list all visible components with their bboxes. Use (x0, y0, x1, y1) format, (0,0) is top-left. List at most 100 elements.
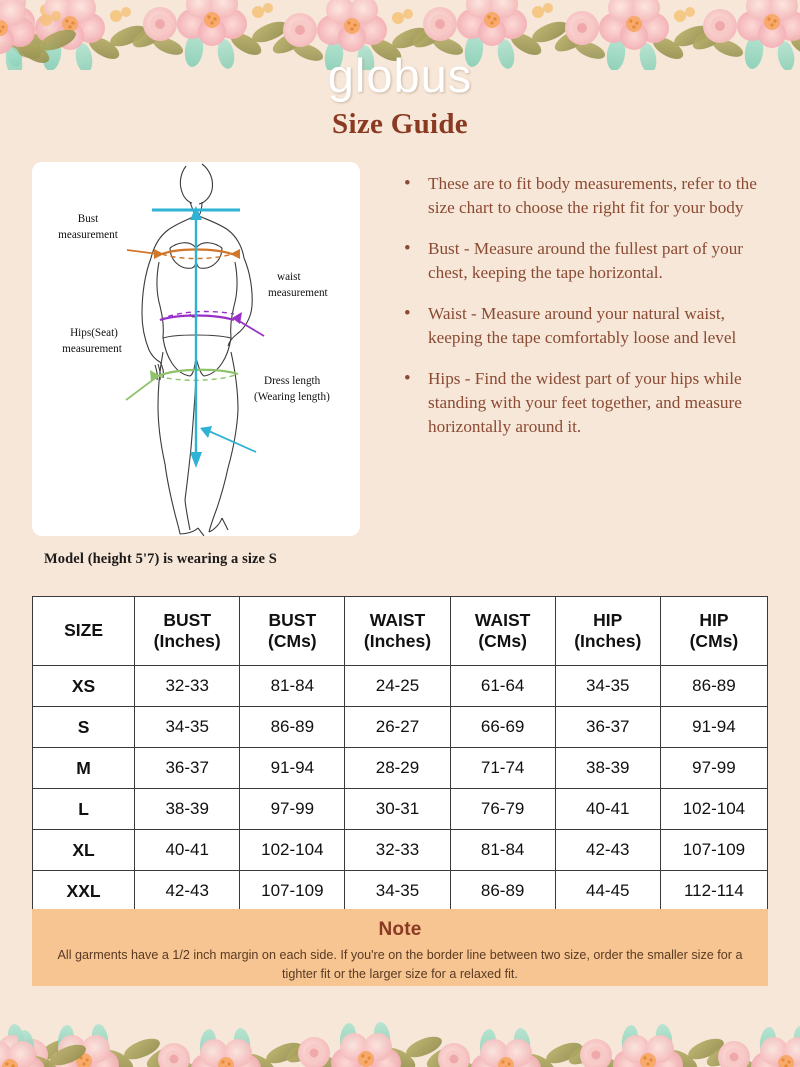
cell-bust-cms: 86-89 (239, 706, 346, 748)
cell-waist-inches: 24-25 (344, 665, 451, 707)
model-height-note: Model (height 5'7) is wearing a size S (44, 551, 277, 567)
column-header-hip-cms: HIP (CMs) (659, 596, 769, 666)
size-chart-table: SIZE BUST (Inches) BUST (CMs) WAIST (Inc… (31, 596, 769, 912)
cell-hip-inches: 36-37 (554, 706, 661, 748)
column-header-bust-cms: BUST (CMs) (239, 596, 346, 666)
cell-size: L (31, 788, 136, 830)
waist-measure-line (159, 310, 265, 337)
cell-hip-inches: 40-41 (554, 788, 661, 830)
cell-hip-inches: 44-45 (554, 870, 661, 912)
dress-label-line1: Dress length (264, 375, 321, 387)
cell-hip-inches: 38-39 (554, 747, 661, 789)
cell-bust-cms: 81-84 (239, 665, 346, 707)
dress-label-line2: (Wearing length) (254, 391, 330, 403)
cell-size: XL (31, 829, 136, 871)
header-line2: (CMs) (478, 631, 527, 651)
instruction-item-1: These are to fit body measurements, refe… (398, 171, 770, 221)
cell-bust-cms: 102-104 (239, 829, 346, 871)
cell-bust-inches: 40-41 (134, 829, 241, 871)
header-line1: HIP (699, 609, 729, 630)
cell-waist-cms: 86-89 (449, 870, 556, 912)
cell-waist-cms: 61-64 (449, 665, 556, 707)
hips-label-line1: Hips(Seat) (70, 327, 118, 339)
column-header-size: SIZE (31, 596, 136, 666)
cell-hip-inches: 42-43 (554, 829, 661, 871)
table-body: XS 32-33 81-84 24-25 61-64 34-35 86-89 S… (31, 665, 769, 912)
cell-hip-cms: 97-99 (659, 747, 769, 789)
body-measurement-illustration-card: Bust measurement waist measurement Hips(… (32, 162, 360, 536)
column-header-bust-inches: BUST (Inches) (134, 596, 241, 666)
column-header-waist-inches: WAIST (Inches) (344, 596, 451, 666)
page-title: Size Guide (332, 108, 468, 140)
header-line2: (CMs) (689, 631, 739, 651)
cell-hip-cms: 107-109 (659, 829, 769, 871)
cell-bust-inches: 34-35 (134, 706, 241, 748)
instruction-item-2: Bust - Measure around the fullest part o… (398, 236, 770, 286)
cell-waist-inches: 30-31 (344, 788, 451, 830)
brand-logo: globus (327, 49, 473, 102)
cell-hip-cms: 112-114 (659, 870, 769, 912)
table-row: XL 40-41 102-104 32-33 81-84 42-43 107-1… (31, 829, 769, 871)
bust-label-line2: measurement (58, 229, 119, 241)
note-band: Note All garments have a 1/2 inch margin… (32, 909, 768, 986)
cell-waist-cms: 66-69 (449, 706, 556, 748)
waist-label-line1: waist (277, 271, 302, 283)
waist-label-line2: measurement (268, 287, 329, 299)
header-line1: BUST (268, 609, 317, 630)
cell-hip-cms: 102-104 (659, 788, 769, 830)
table-row: S 34-35 86-89 26-27 66-69 36-37 91-94 (31, 706, 769, 748)
cell-size: XXL (31, 870, 136, 912)
cell-bust-cms: 91-94 (239, 747, 346, 789)
note-title: Note (378, 919, 422, 940)
bust-label-line1: Bust (78, 213, 99, 225)
cell-bust-inches: 36-37 (134, 747, 241, 789)
table-row: XXL 42-43 107-109 34-35 86-89 44-45 112-… (31, 870, 769, 912)
column-header-waist-cms: WAIST (CMs) (449, 596, 556, 666)
cell-bust-inches: 38-39 (134, 788, 241, 830)
header-line2: (Inches) (574, 631, 642, 651)
header-line1: WAIST (369, 609, 426, 630)
floral-bottom-graphic (0, 1021, 800, 1067)
header-line2: (Inches) (363, 631, 432, 651)
cell-bust-inches: 42-43 (134, 870, 241, 912)
cell-hip-cms: 86-89 (659, 665, 769, 707)
header-line1: BUST (163, 609, 212, 630)
dress-length-line (152, 206, 257, 468)
note-body: All garments have a 1/2 inch margin on e… (57, 948, 743, 982)
hips-measure-line (125, 368, 239, 401)
header-line2: (Inches) (153, 631, 221, 651)
cell-size: M (31, 747, 136, 789)
cell-size: XS (31, 665, 136, 707)
cell-waist-inches: 28-29 (344, 747, 451, 789)
header-line2: (CMs) (268, 631, 317, 651)
bust-measure-line (126, 248, 240, 260)
cell-bust-inches: 32-33 (134, 665, 241, 707)
cell-waist-inches: 32-33 (344, 829, 451, 871)
column-header-hip-inches: HIP (Inches) (554, 596, 661, 666)
cell-bust-cms: 107-109 (239, 870, 346, 912)
header-line1: HIP (593, 609, 623, 630)
cell-waist-inches: 26-27 (344, 706, 451, 748)
measurement-instructions-list: These are to fit body measurements, refe… (398, 171, 770, 456)
cell-hip-cms: 91-94 (659, 706, 769, 748)
header-line1: WAIST (474, 609, 531, 630)
body-figure-diagram: Bust measurement waist measurement Hips(… (58, 163, 330, 536)
cell-bust-cms: 97-99 (239, 788, 346, 830)
header-line1: SIZE (64, 620, 104, 641)
table-header: SIZE BUST (Inches) BUST (CMs) WAIST (Inc… (31, 596, 769, 666)
instruction-item-4: Hips - Find the widest part of your hips… (398, 366, 770, 440)
table-row: M 36-37 91-94 28-29 71-74 38-39 97-99 (31, 747, 769, 789)
cell-waist-cms: 71-74 (449, 747, 556, 789)
cell-waist-cms: 76-79 (449, 788, 556, 830)
hips-label-line2: measurement (62, 343, 123, 355)
cell-waist-cms: 81-84 (449, 829, 556, 871)
cell-waist-inches: 34-35 (344, 870, 451, 912)
cell-hip-inches: 34-35 (554, 665, 661, 707)
instruction-item-3: Waist - Measure around your natural wais… (398, 301, 770, 351)
table-row: L 38-39 97-99 30-31 76-79 40-41 102-104 (31, 788, 769, 830)
floral-border-bottom (0, 997, 800, 1067)
cell-size: S (31, 706, 136, 748)
table-row: XS 32-33 81-84 24-25 61-64 34-35 86-89 (31, 665, 769, 707)
table-header-row: SIZE BUST (Inches) BUST (CMs) WAIST (Inc… (31, 596, 769, 666)
